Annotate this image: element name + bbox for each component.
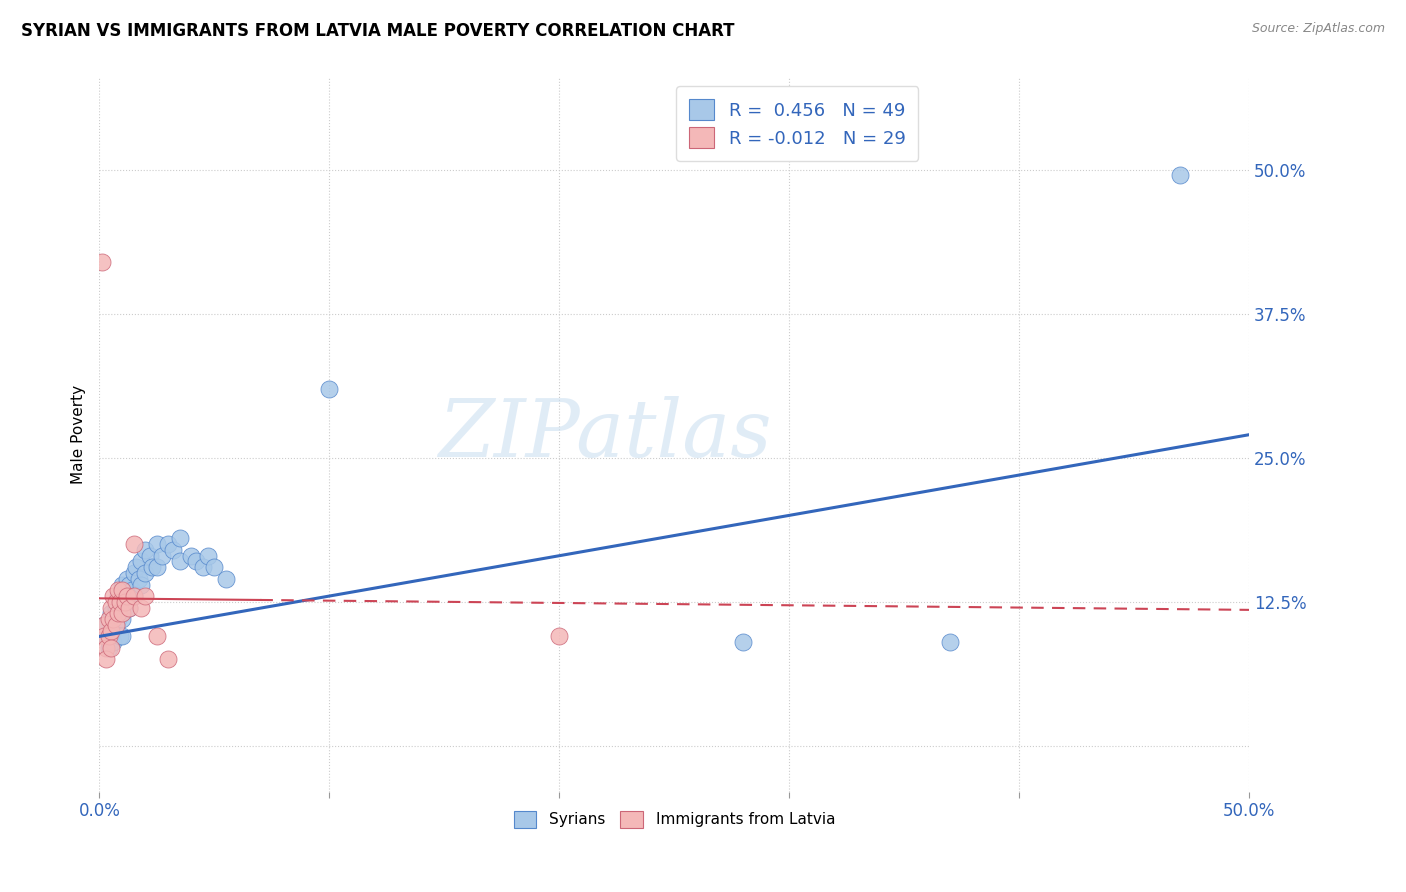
Point xyxy=(104,595,127,609)
Point xyxy=(197,549,219,563)
Point xyxy=(118,600,141,615)
Point xyxy=(114,583,136,598)
Point xyxy=(139,549,162,563)
Point xyxy=(108,595,131,609)
Point xyxy=(111,607,134,621)
Text: ZIPatlas: ZIPatlas xyxy=(439,396,772,474)
Point xyxy=(107,607,129,621)
Point xyxy=(128,572,150,586)
Point xyxy=(100,640,122,655)
Point xyxy=(184,554,207,568)
Text: SYRIAN VS IMMIGRANTS FROM LATVIA MALE POVERTY CORRELATION CHART: SYRIAN VS IMMIGRANTS FROM LATVIA MALE PO… xyxy=(21,22,734,40)
Point xyxy=(111,577,134,591)
Point xyxy=(141,560,163,574)
Point xyxy=(157,537,180,551)
Point xyxy=(100,624,122,638)
Y-axis label: Male Poverty: Male Poverty xyxy=(72,385,86,484)
Point xyxy=(169,532,191,546)
Point xyxy=(104,600,127,615)
Point xyxy=(111,583,134,598)
Point xyxy=(150,549,173,563)
Point xyxy=(108,600,131,615)
Point xyxy=(93,618,115,632)
Point xyxy=(215,572,238,586)
Point xyxy=(134,543,156,558)
Point xyxy=(169,554,191,568)
Point xyxy=(202,560,225,574)
Point xyxy=(104,618,127,632)
Point xyxy=(97,612,120,626)
Point xyxy=(180,549,202,563)
Point xyxy=(134,566,156,580)
Legend: Syrians, Immigrants from Latvia: Syrians, Immigrants from Latvia xyxy=(508,805,841,834)
Point xyxy=(96,640,118,655)
Point xyxy=(111,595,134,609)
Point xyxy=(125,560,148,574)
Point xyxy=(733,635,755,649)
Point xyxy=(191,560,214,574)
Point xyxy=(103,589,125,603)
Point xyxy=(108,629,131,643)
Point xyxy=(146,560,169,574)
Point xyxy=(97,640,120,655)
Point xyxy=(118,577,141,591)
Point xyxy=(318,382,340,396)
Point xyxy=(122,589,145,603)
Point xyxy=(121,583,143,598)
Point xyxy=(97,629,120,643)
Point xyxy=(157,652,180,666)
Point xyxy=(90,255,112,269)
Point xyxy=(129,577,152,591)
Point xyxy=(146,629,169,643)
Point xyxy=(118,600,141,615)
Text: Source: ZipAtlas.com: Source: ZipAtlas.com xyxy=(1251,22,1385,36)
Point xyxy=(122,589,145,603)
Point xyxy=(115,572,138,586)
Point xyxy=(104,618,127,632)
Point xyxy=(111,612,134,626)
Point xyxy=(103,624,125,638)
Point xyxy=(122,566,145,580)
Point xyxy=(115,595,138,609)
Point xyxy=(122,537,145,551)
Point xyxy=(548,629,571,643)
Point xyxy=(103,612,125,626)
Point xyxy=(100,600,122,615)
Point xyxy=(93,629,115,643)
Point xyxy=(111,629,134,643)
Point xyxy=(107,583,129,598)
Point xyxy=(146,537,169,551)
Point xyxy=(93,618,115,632)
Point xyxy=(162,543,184,558)
Point xyxy=(1168,169,1191,183)
Point xyxy=(114,595,136,609)
Point xyxy=(107,612,129,626)
Point xyxy=(103,635,125,649)
Point xyxy=(96,652,118,666)
Point xyxy=(129,554,152,568)
Point xyxy=(100,607,122,621)
Point xyxy=(129,600,152,615)
Point xyxy=(107,589,129,603)
Point xyxy=(115,589,138,603)
Point xyxy=(96,629,118,643)
Point xyxy=(134,589,156,603)
Point xyxy=(939,635,962,649)
